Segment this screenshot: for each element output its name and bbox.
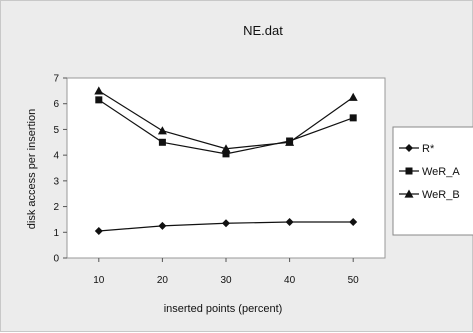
- legend-label-wer-b: WeR_B: [422, 189, 460, 201]
- data-point-r-40: [285, 218, 294, 226]
- x-axis-label: inserted points (percent): [164, 303, 283, 315]
- legend-label-r: R*: [422, 143, 435, 155]
- data-point-wer-a-20: [158, 138, 166, 146]
- y-tick-label-2: 2: [53, 202, 59, 213]
- legend: R* WeR_A WeR_B: [399, 143, 460, 201]
- x-tick-label-40: 40: [284, 275, 296, 286]
- series-r: [94, 218, 358, 235]
- series-wer-b: [94, 86, 358, 153]
- data-point-wer-b-30: [221, 144, 231, 153]
- y-tick-label-1: 1: [53, 228, 59, 239]
- data-point-wer-b-10: [94, 86, 104, 95]
- chart-title: NE.dat: [243, 23, 283, 38]
- data-point-wer-a-50: [349, 114, 357, 122]
- y-tick-label-6: 6: [53, 99, 59, 110]
- legend-item-r: R*: [399, 143, 435, 155]
- y-tick-label-0: 0: [53, 254, 59, 265]
- legend-item-wer-a: WeR_A: [399, 166, 460, 178]
- y-tick-label-5: 5: [53, 125, 59, 136]
- y-tick-label-4: 4: [53, 151, 59, 162]
- x-tick-label-30: 30: [220, 275, 232, 286]
- legend-label-wer-a: WeR_A: [422, 166, 460, 178]
- x-axis: 10 20 30 40 50: [93, 258, 359, 286]
- data-point-r-50: [349, 218, 358, 226]
- y-axis-label: disk access per insertion: [26, 109, 38, 229]
- legend-box: [392, 126, 473, 236]
- data-point-r-10: [94, 227, 103, 235]
- x-tick-label-50: 50: [348, 275, 360, 286]
- legend-item-wer-b: WeR_B: [399, 189, 460, 201]
- data-point-wer-b-50: [348, 92, 358, 101]
- data-point-r-20: [158, 221, 167, 230]
- data-point-wer-b-40: [285, 137, 295, 146]
- y-tick-label-7: 7: [53, 74, 59, 85]
- data-point-wer-a-30: [222, 150, 230, 158]
- data-point-r-30: [222, 219, 230, 228]
- legend-marker-wer-a: [405, 167, 413, 175]
- data-point-wer-a-10: [95, 96, 103, 104]
- series-layer: [94, 86, 358, 235]
- y-axis: 0 1 2 3 4 5 6 7: [53, 74, 67, 265]
- plot-area: [66, 77, 386, 259]
- legend-marker-wer-b: [404, 189, 414, 198]
- y-tick-label-3: 3: [53, 176, 59, 187]
- data-point-wer-b-20: [157, 126, 167, 135]
- x-tick-label-20: 20: [157, 275, 169, 286]
- x-tick-label-10: 10: [93, 275, 105, 286]
- legend-marker-r: [405, 144, 413, 152]
